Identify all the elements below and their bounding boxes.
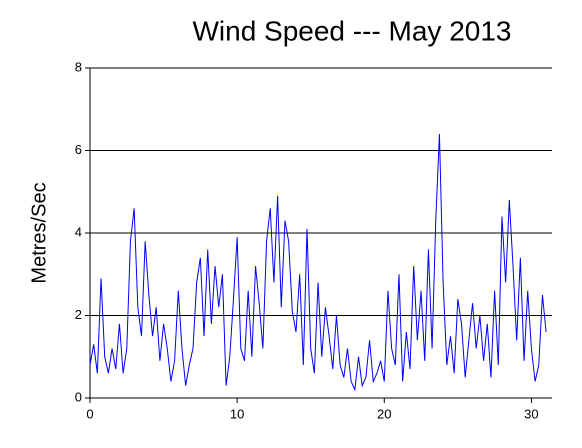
y-tick-label: 2	[75, 307, 82, 322]
y-tick-label: 4	[75, 224, 82, 239]
y-axis-label: Metres/Sec	[28, 182, 50, 283]
x-tick-label: 10	[230, 406, 244, 421]
y-tick-label: 6	[75, 142, 82, 157]
x-tick-label: 0	[86, 406, 93, 421]
y-tick-label: 8	[75, 59, 82, 74]
x-tick-label: 30	[524, 406, 538, 421]
data-line	[89, 133, 547, 392]
chart-title: Wind Speed --- May 2013	[192, 15, 511, 46]
y-tick-label: 0	[75, 389, 82, 404]
x-tick-label: 20	[377, 406, 391, 421]
